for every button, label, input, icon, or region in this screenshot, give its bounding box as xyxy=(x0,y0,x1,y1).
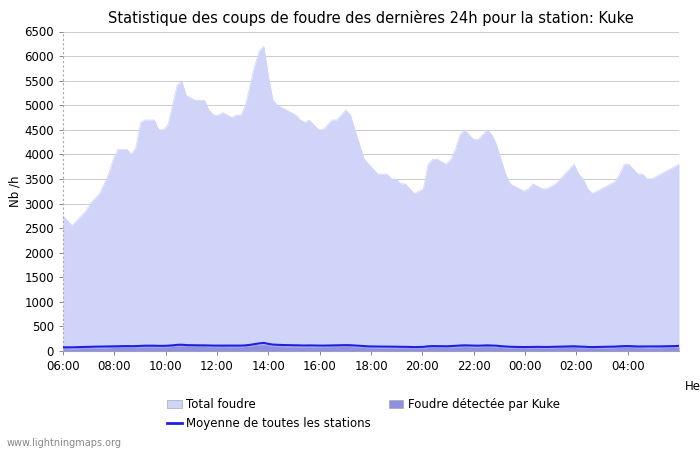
Title: Statistique des coups de foudre des dernières 24h pour la station: Kuke: Statistique des coups de foudre des dern… xyxy=(108,10,634,26)
Y-axis label: Nb /h: Nb /h xyxy=(8,176,22,207)
Legend: Total foudre, Moyenne de toutes les stations, Foudre détectée par Kuke: Total foudre, Moyenne de toutes les stat… xyxy=(167,398,560,430)
Text: www.lightningmaps.org: www.lightningmaps.org xyxy=(7,438,122,448)
Text: Heure: Heure xyxy=(685,380,700,393)
